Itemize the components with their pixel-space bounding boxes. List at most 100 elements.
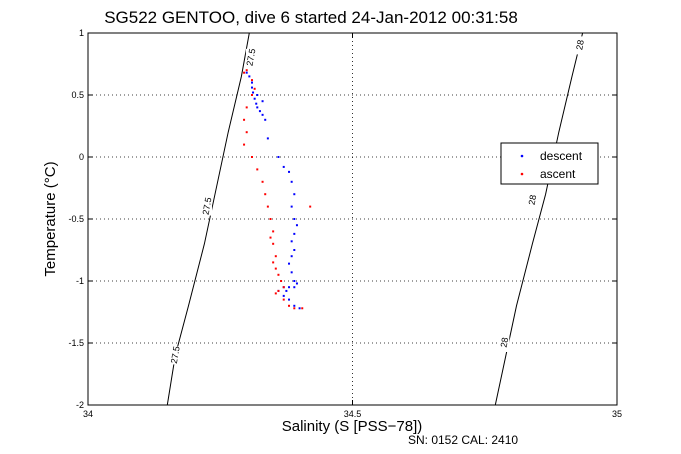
contour-label-bg: [202, 197, 213, 216]
point-descent: [248, 75, 251, 78]
legend-box: [500, 142, 599, 185]
point-descent: [250, 81, 253, 84]
point-descent: [250, 86, 253, 89]
point-descent: [293, 218, 296, 220]
point-ascent: [301, 307, 304, 310]
legend-marker-ascent: [520, 172, 524, 176]
x-tick-label: 34: [83, 409, 93, 419]
chart-title: SG522 GENTOO, dive 6 started 24-Jan-2012…: [104, 8, 518, 27]
contour-label-bg: [170, 346, 181, 365]
y-tick-label: -0.5: [68, 214, 84, 224]
point-ascent: [274, 292, 277, 295]
point-ascent: [280, 280, 283, 282]
point-descent: [256, 94, 259, 96]
x-axis-ticks: 34 34.5 35: [83, 33, 622, 419]
point-ascent: [269, 236, 272, 239]
contour-label: 28: [574, 39, 586, 51]
contour-label: 28: [527, 194, 539, 206]
y-axis-ticks: -2 -1.5 -1 -0.5 0 0.5 1: [68, 28, 617, 410]
point-ascent: [272, 261, 275, 264]
y-tick-label: 1: [79, 28, 84, 38]
point-ascent: [243, 71, 246, 74]
data-points: [243, 69, 312, 310]
point-descent: [288, 170, 291, 173]
point-ascent: [293, 307, 296, 310]
point-ascent: [274, 267, 277, 270]
point-descent: [290, 271, 293, 274]
point-descent: [253, 97, 256, 100]
contour-label-bg: [499, 334, 510, 352]
x-tick-label: 34.5: [344, 409, 362, 419]
contour-label-bg: [245, 48, 256, 67]
contour-label: 27.5: [201, 197, 214, 216]
point-descent: [293, 193, 296, 196]
contour-label: 27.5: [245, 48, 258, 67]
point-ascent: [253, 87, 256, 90]
contour-label: 28: [499, 337, 511, 349]
point-descent: [255, 102, 258, 105]
point-descent: [290, 180, 293, 183]
point-descent: [293, 280, 296, 282]
y-tick-label: -1: [76, 276, 84, 286]
point-ascent: [245, 69, 248, 72]
point-descent: [293, 304, 296, 307]
x-axis-label: Salinity (S [PSS−78]): [282, 418, 422, 435]
density-contours: 27.5 27.5 27.5 28 28 28: [166, 32, 586, 406]
point-descent: [277, 156, 280, 158]
point-ascent: [282, 286, 285, 289]
point-descent: [245, 71, 248, 74]
point-descent: [282, 165, 285, 168]
point-descent: [256, 106, 259, 109]
y-tick-label: -2: [76, 400, 84, 410]
y-axis-label: Temperature (°C): [42, 161, 59, 276]
point-ascent: [261, 180, 264, 183]
point-descent: [290, 255, 293, 258]
point-descent: [290, 205, 293, 208]
point-descent: [258, 110, 261, 113]
point-ascent: [245, 106, 248, 109]
y-tick-label: 0.5: [71, 90, 84, 100]
point-descent: [293, 232, 296, 235]
point-ascent: [277, 273, 280, 276]
grid-lines: [88, 33, 617, 405]
point-ascent: [250, 94, 253, 96]
point-ascent: [269, 218, 272, 220]
contour-label-bg: [574, 36, 585, 55]
y-tick-label: 0: [79, 152, 84, 162]
footer-serial: SN: 0152 CAL: 2410: [408, 433, 518, 447]
point-descent: [285, 289, 288, 292]
point-ascent: [272, 230, 275, 233]
point-ascent: [256, 168, 259, 171]
point-ascent: [264, 193, 267, 196]
point-descent: [264, 118, 267, 121]
point-descent: [293, 249, 296, 251]
point-descent: [288, 262, 291, 265]
point-ascent: [266, 205, 269, 208]
y-tick-label: -1.5: [68, 338, 84, 348]
point-ascent: [243, 143, 246, 146]
legend: descent ascent: [500, 142, 599, 185]
x-tick-label: 35: [612, 409, 622, 419]
point-descent: [293, 286, 296, 289]
point-descent: [261, 100, 264, 103]
point-descent: [282, 294, 285, 297]
point-ascent: [243, 118, 246, 121]
point-ascent: [272, 242, 275, 245]
contour-label: 27.5: [169, 345, 182, 364]
point-descent: [288, 298, 291, 301]
point-descent: [290, 240, 293, 243]
point-ascent: [274, 255, 277, 258]
point-descent: [295, 282, 298, 285]
legend-marker-descent: [520, 154, 524, 158]
point-ascent: [309, 205, 312, 208]
point-ascent: [288, 304, 291, 307]
point-descent: [295, 224, 298, 227]
point-ascent: [250, 79, 253, 82]
point-descent: [261, 113, 264, 116]
point-ascent: [277, 289, 280, 292]
contour-label-bg: [527, 191, 538, 210]
point-descent: [266, 137, 269, 140]
point-ascent: [250, 156, 253, 158]
point-ascent: [282, 298, 285, 301]
